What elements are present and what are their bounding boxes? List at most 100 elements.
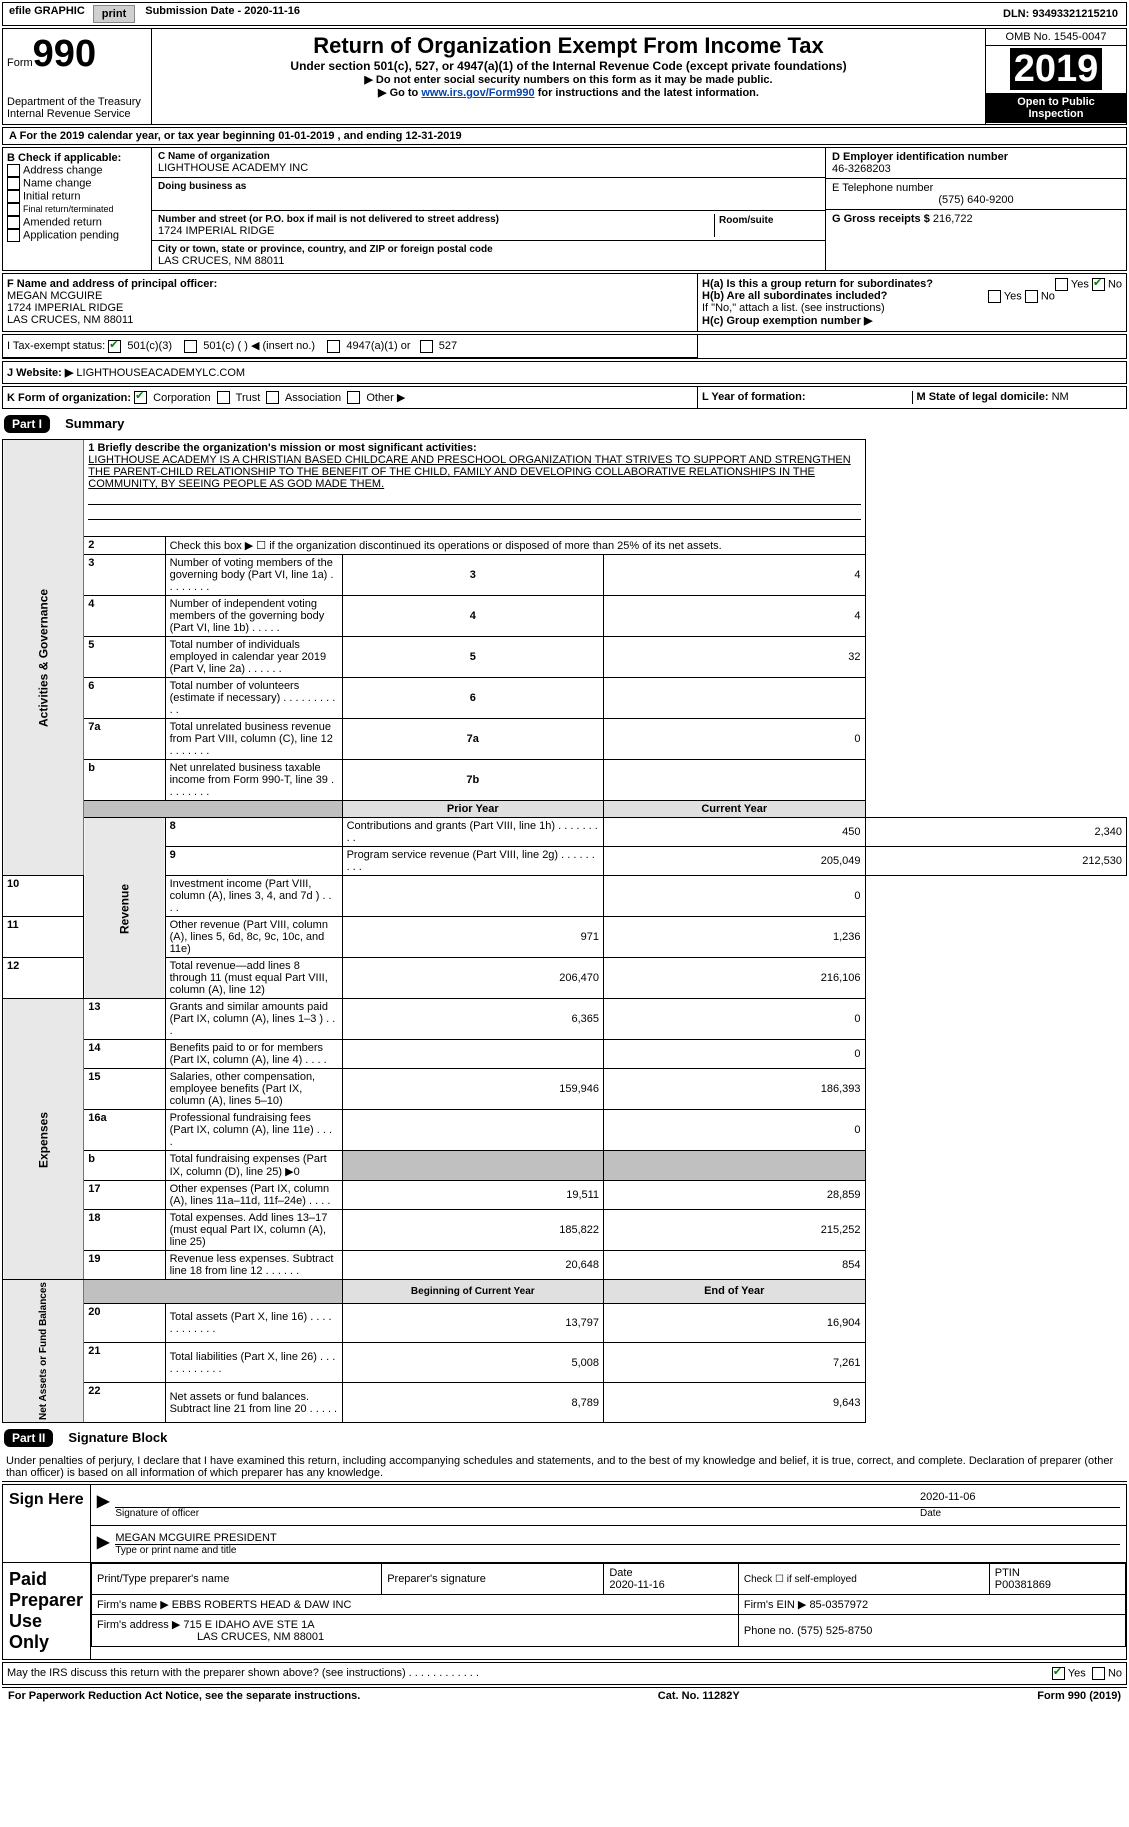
section-klm: K Form of organization: Corporation Trus…	[2, 386, 1127, 410]
vert-net-assets: Net Assets or Fund Balances	[3, 1280, 84, 1423]
checkbox-discuss-no[interactable]	[1092, 1667, 1105, 1680]
gross-receipts-value: 216,722	[933, 213, 973, 225]
firm-name-cell: Firm's name ▶ EBBS ROBERTS HEAD & DAW IN…	[92, 1595, 739, 1615]
table-row: 4Number of independent voting members of…	[3, 596, 1127, 637]
page-footer: For Paperwork Reduction Act Notice, see …	[2, 1687, 1127, 1704]
preparer-date-cell: Date2020-11-16	[604, 1564, 739, 1595]
checkbox-discuss-yes[interactable]	[1052, 1667, 1065, 1680]
form-header: Form990 Department of the Treasury Inter…	[2, 28, 1127, 125]
checkbox-assoc[interactable]	[266, 391, 279, 404]
officer-name-title: MEGAN MCGUIRE PRESIDENT	[115, 1532, 1120, 1545]
phone-label: E Telephone number	[832, 182, 1120, 194]
table-header-row: Prior YearCurrent Year	[3, 801, 1127, 818]
addr-label: Number and street (or P.O. box if mail i…	[158, 214, 714, 225]
preparer-table: Print/Type preparer's name Preparer's si…	[91, 1563, 1126, 1647]
table-row: 5Total number of individuals employed in…	[3, 637, 1127, 678]
firm-phone-cell: Phone no. (575) 525-8750	[738, 1615, 1125, 1647]
tax-year: 2019	[986, 46, 1126, 94]
top-bar: efile GRAPHIC print Submission Date - 20…	[2, 2, 1127, 26]
section-b-label: B Check if applicable:	[7, 152, 147, 164]
line-a-period: A For the 2019 calendar year, or tax yea…	[2, 127, 1127, 145]
header-center: Return of Organization Exempt From Incom…	[152, 29, 985, 124]
footer-left: For Paperwork Reduction Act Notice, see …	[8, 1690, 360, 1702]
preparer-sig-header: Preparer's signature	[382, 1564, 604, 1595]
table-row: 17Other expenses (Part IX, column (A), l…	[3, 1181, 1127, 1210]
checkbox-501c3[interactable]	[108, 340, 121, 353]
ha-row: H(a) Is this a group return for subordin…	[702, 278, 1122, 290]
checkbox-address-change[interactable]: Address change	[7, 164, 147, 177]
street-address: 1724 IMPERIAL RIDGE	[158, 225, 714, 237]
mission-label: 1 Briefly describe the organization's mi…	[88, 442, 860, 454]
info-grid: B Check if applicable: Address change Na…	[2, 147, 1127, 271]
ein-value: 46-3268203	[832, 163, 1120, 175]
vert-expenses: Expenses	[3, 999, 84, 1280]
omb-number: OMB No. 1545-0047	[986, 29, 1126, 46]
checkbox-application-pending[interactable]: Application pending	[7, 229, 147, 242]
checkbox-final-return[interactable]: Final return/terminated	[7, 203, 147, 216]
org-name-label: C Name of organization	[158, 151, 819, 162]
checkbox-corp[interactable]	[134, 391, 147, 404]
checkbox-4947[interactable]	[327, 340, 340, 353]
header-line1: ▶ Do not enter social security numbers o…	[156, 73, 981, 86]
part1-badge: Part I	[4, 415, 50, 433]
form-prefix: Form	[7, 57, 33, 69]
footer-right: Form 990 (2019)	[1037, 1690, 1121, 1702]
preparer-name-header: Print/Type preparer's name	[92, 1564, 382, 1595]
section-h: H(a) Is this a group return for subordin…	[698, 274, 1126, 331]
open-public-inspection: Open to Public Inspection	[986, 94, 1126, 123]
dept-treasury: Department of the Treasury	[7, 96, 147, 108]
phone-value: (575) 640-9200	[832, 194, 1120, 206]
ein-label: D Employer identification number	[832, 151, 1120, 163]
form-number: 990	[33, 33, 96, 75]
table-row: 11Other revenue (Part VIII, column (A), …	[3, 917, 1127, 958]
vert-revenue: Revenue	[84, 818, 165, 999]
header-left: Form990 Department of the Treasury Inter…	[3, 29, 152, 124]
officer-name-label: Type or print name and title	[115, 1545, 1120, 1556]
officer-addr1: 1724 IMPERIAL RIDGE	[7, 302, 693, 314]
room-label: Room/suite	[719, 215, 773, 226]
part1-title: Summary	[65, 416, 124, 431]
table-row: 7aTotal unrelated business revenue from …	[3, 719, 1127, 760]
table-row: 20Total assets (Part X, line 16) . . . .…	[3, 1303, 1127, 1343]
section-k: K Form of organization: Corporation Trus…	[3, 387, 698, 409]
section-j: J Website: ▶ LIGHTHOUSEACADEMYLC.COM	[2, 361, 1127, 384]
irs-link[interactable]: www.irs.gov/Form990	[421, 87, 534, 99]
part2-badge: Part II	[4, 1429, 53, 1447]
efile-label: efile GRAPHIC	[3, 3, 91, 25]
checkbox-amended-return[interactable]: Amended return	[7, 216, 147, 229]
officer-label: F Name and address of principal officer:	[7, 278, 693, 290]
checkbox-initial-return[interactable]: Initial return	[7, 190, 147, 203]
table-row: bNet unrelated business taxable income f…	[3, 760, 1127, 801]
sig-officer-label: Signature of officer	[115, 1508, 920, 1519]
form-subtitle: Under section 501(c), 527, or 4947(a)(1)…	[156, 59, 981, 73]
section-f: F Name and address of principal officer:…	[3, 274, 698, 331]
irs-label: Internal Revenue Service	[7, 108, 147, 120]
print-button[interactable]: print	[93, 5, 135, 23]
discuss-row: May the IRS discuss this return with the…	[2, 1662, 1127, 1685]
section-l: L Year of formation:	[702, 391, 913, 405]
officer-name: MEGAN MCGUIRE	[7, 290, 693, 302]
checkbox-name-change[interactable]: Name change	[7, 177, 147, 190]
signature-block: Sign Here ▶ Signature of officer 2020-11…	[2, 1484, 1127, 1660]
part2-header: Part II Signature Block	[0, 1425, 1129, 1451]
dln-value: DLN: 93493321215210	[995, 6, 1126, 22]
section-fh: F Name and address of principal officer:…	[2, 273, 1127, 332]
dba-label: Doing business as	[158, 181, 819, 192]
hc-row: H(c) Group exemption number ▶	[702, 314, 1122, 327]
arrow-icon: ▶	[97, 1532, 109, 1556]
date-label: Date	[920, 1508, 1120, 1519]
form-title: Return of Organization Exempt From Incom…	[156, 33, 981, 59]
ptin-cell: PTINP00381869	[989, 1564, 1125, 1595]
checkbox-527[interactable]	[420, 340, 433, 353]
checkbox-501c[interactable]	[184, 340, 197, 353]
section-i: I Tax-exempt status: 501(c)(3) 501(c) ( …	[3, 335, 698, 358]
checkbox-other[interactable]	[347, 391, 360, 404]
arrow-icon: ▶	[97, 1491, 109, 1519]
city-state-zip: LAS CRUCES, NM 88011	[158, 255, 819, 267]
table-row: 22Net assets or fund balances. Subtract …	[3, 1383, 1127, 1423]
header-line2: ▶ Go to www.irs.gov/Form990 for instruct…	[156, 86, 981, 99]
table-row: 9Program service revenue (Part VIII, lin…	[3, 847, 1127, 876]
paid-preparer-label: Paid Preparer Use Only	[3, 1563, 91, 1659]
checkbox-trust[interactable]	[217, 391, 230, 404]
hb-note: If "No," attach a list. (see instruction…	[702, 302, 1122, 314]
